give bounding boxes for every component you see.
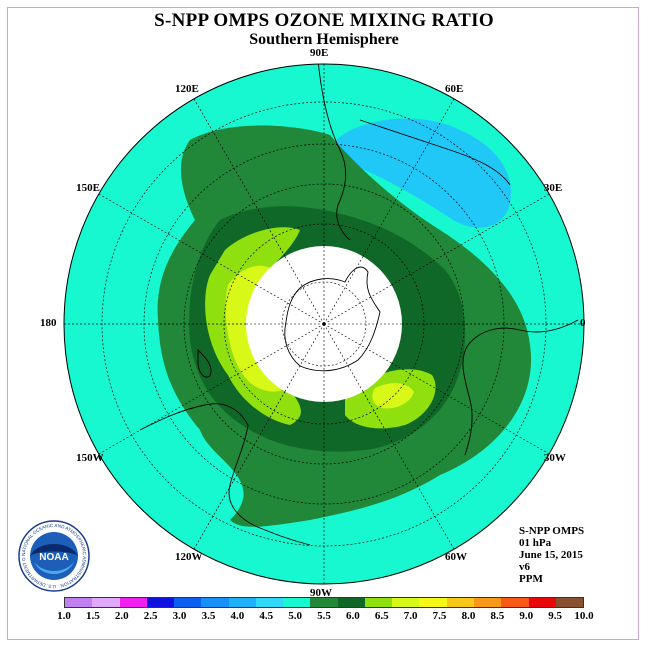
colorbar-ticks: 1.0 1.5 2.0 2.5 3.0 3.5 4.0 4.5 5.0 5.5 6.0 6.5 7.0 7… (57, 610, 594, 624)
longitude-label: 60E (445, 83, 464, 96)
colorbar-segment (310, 598, 338, 607)
chart-title: S-NPP OMPS OZONE MIXING RATIO (154, 10, 494, 31)
colorbar-tick-label: 6.5 (374, 610, 389, 622)
longitude-label: 180 (40, 317, 57, 329)
colorbar-segment (174, 598, 202, 607)
longitude-label: 150E (76, 182, 101, 194)
colorbar-tick-label: 10.0 (574, 610, 594, 622)
colorbar-segment (201, 598, 229, 607)
colorbar-segment (92, 598, 120, 607)
info-units: PPM (519, 573, 543, 585)
longitude-label: 30E (543, 182, 563, 194)
colorbar-tick-label: 9.5 (548, 610, 562, 622)
coast-south-america (317, 64, 511, 241)
colorbar-segment (364, 598, 393, 607)
colorbar-tick-label: 1.5 (86, 610, 100, 622)
colorbar-segment (501, 598, 529, 607)
cap-meridian-line (323, 284, 392, 325)
info-instrument: S-NPP OMPS (519, 525, 585, 537)
longitude-label: 0 (580, 317, 586, 329)
coast-antarctica (284, 266, 381, 372)
cap-meridian-line (323, 323, 392, 364)
colorbar-tick-label: 5.0 (288, 610, 302, 622)
colorbar-tick-label: 2.5 (143, 610, 158, 622)
colorbar-segment (255, 598, 284, 607)
colorbar-segment (419, 598, 447, 607)
colorbar-tick-label: 7.0 (403, 610, 418, 622)
colorbar-tick-label: 3.0 (172, 610, 187, 622)
colorbar-segment (146, 598, 175, 607)
colorbar-tick-label: 5.5 (317, 610, 331, 622)
cap-meridian-line (284, 256, 325, 325)
coast-africa (462, 319, 579, 456)
colorbar-segment (555, 598, 584, 607)
colorbar-segment (337, 598, 365, 607)
cap-meridian-line (256, 284, 325, 325)
colorbar-segment (446, 598, 474, 607)
info-date: June 15, 2015 (519, 549, 583, 561)
longitude-label: 120E (175, 83, 199, 96)
colorbar-tick-label: 2.0 (114, 610, 129, 622)
colorbar-tick-label: 7.5 (432, 610, 447, 622)
colorbar-segment (528, 598, 556, 607)
colorbar-tick-label: 3.5 (201, 610, 216, 622)
south-pole-marker (322, 322, 326, 326)
colorbar-segment (228, 598, 256, 607)
cap-meridian-line (284, 323, 325, 392)
longitude-label: 120W (175, 550, 203, 563)
noaa-logo: NOAA NATIONAL OCEANIC AND ATMOSPHERIC AD… (18, 520, 90, 592)
coast-australia (139, 403, 311, 546)
chart-subtitle: Southern Hemisphere (249, 31, 399, 48)
colorbar-segment (473, 598, 502, 607)
info-pressure: 01 hPa (519, 537, 552, 549)
longitude-label: 90W (310, 587, 332, 599)
info-version: v6 (519, 561, 530, 573)
page-frame (7, 7, 639, 640)
colorbar-tick-label: 4.0 (230, 610, 245, 622)
colorbar-segment (119, 598, 147, 607)
cap-meridian-line (256, 323, 325, 364)
colorbar-segment (283, 598, 311, 607)
longitude-label: 60W (445, 550, 467, 563)
coast-nz (197, 348, 212, 378)
colorbar (64, 597, 584, 608)
colorbar-tick-label: 9.0 (519, 610, 534, 622)
colorbar-segment (392, 598, 420, 607)
longitude-label: 90E (310, 47, 329, 59)
logo-text: NOAA (39, 552, 68, 563)
colorbar-tick-label: 6.0 (346, 610, 360, 622)
cap-meridian-line (323, 323, 364, 392)
colorbar-tick-label: 4.5 (259, 610, 274, 622)
colorbar-tick-label: 8.0 (461, 610, 476, 622)
colorbar-tick-label: 1.0 (57, 610, 71, 622)
info-box: S-NPP OMPS 01 hPa June 15, 2015 v6 PPM (519, 525, 584, 585)
colorbar-segment (65, 598, 93, 607)
longitude-label: 150W (76, 452, 104, 464)
longitude-label: 30W (543, 452, 566, 464)
colorbar-tick-label: 8.5 (490, 610, 505, 622)
